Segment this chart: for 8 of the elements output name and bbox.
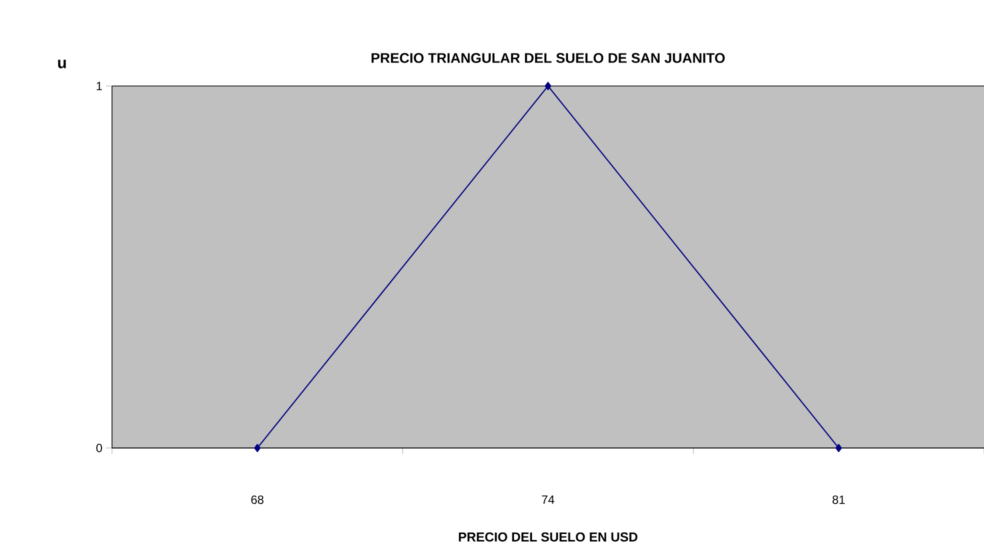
- x-tick-label: 81: [832, 496, 845, 504]
- chart-title: PRECIO TRIANGULAR DEL SUELO DE SAN JUANITO: [372, 53, 725, 63]
- x-axis-title: PRECIO DEL SUELO EN USD: [458, 532, 638, 542]
- x-tick-label: 68: [251, 496, 264, 504]
- x-tick-label: 74: [542, 496, 554, 504]
- y-tick-label: 0: [96, 444, 102, 452]
- y-tick-label: 1: [96, 82, 102, 90]
- y-axis-title: u: [58, 60, 66, 68]
